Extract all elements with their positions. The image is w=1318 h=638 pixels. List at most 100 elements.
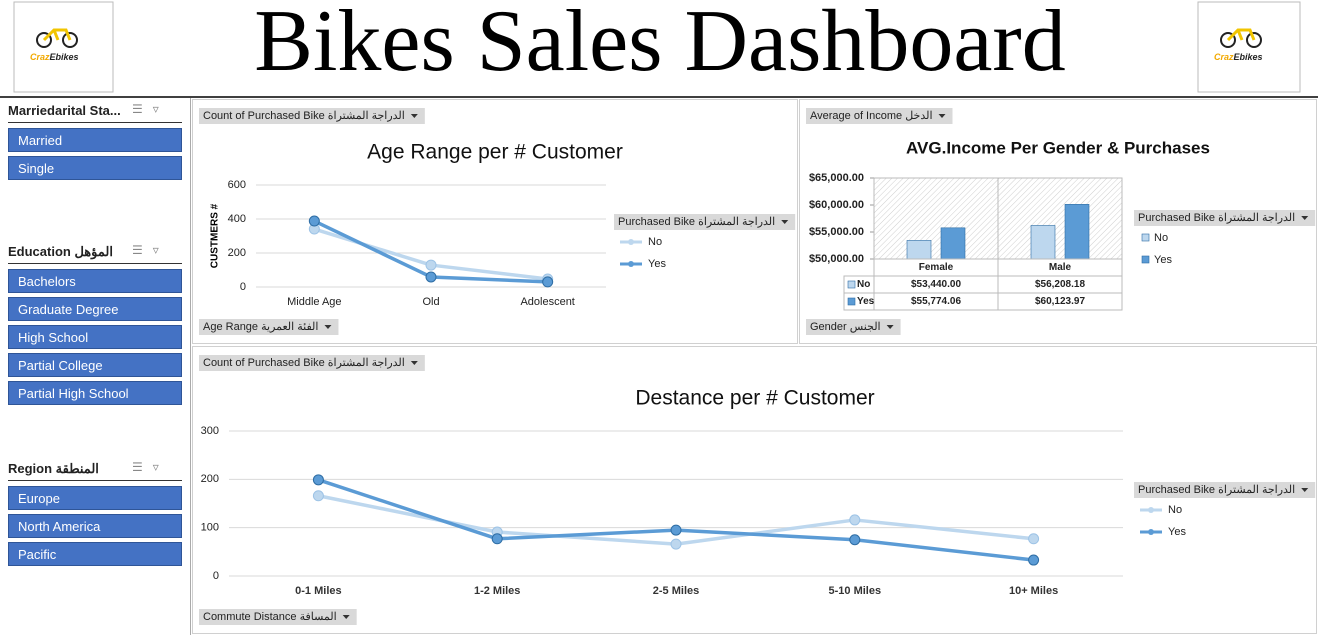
dropdown-arrow[interactable] <box>410 361 418 365</box>
legend-marker <box>628 261 634 267</box>
field-button-label: Purchased Bike الدراجة المشتراة <box>1138 212 1295 224</box>
chart-panel: Age Range per # Customer Count of Purchas… <box>192 99 798 344</box>
chart: Destance per # Customer Count of Purchase… <box>199 355 1316 625</box>
table-key <box>847 280 856 289</box>
table-value: $55,774.06 <box>911 296 961 307</box>
logo-left: CrazEbikes <box>13 1 114 93</box>
y-tick-label: 0 <box>213 570 219 582</box>
slicer-item[interactable]: Partial College <box>8 353 182 377</box>
field-button[interactable]: Count of Purchased Bike الدراجة المشتراة <box>199 355 425 371</box>
wheel <box>1246 32 1262 48</box>
slicer-item[interactable]: Graduate Degree <box>8 297 182 321</box>
dropdown-arrow[interactable] <box>781 220 789 224</box>
field-button-label: Age Range الفئة العمرية <box>203 321 318 333</box>
table-row <box>843 292 1123 311</box>
data-point <box>542 276 554 288</box>
field-button-label: Purchased Bike الدراجة المشتراة <box>1138 484 1295 496</box>
bar <box>906 240 932 260</box>
slicer-item[interactable]: Partial High School <box>8 381 182 405</box>
table-category: Male <box>1049 262 1072 273</box>
x-tick-label: 1-2 Miles <box>474 585 520 597</box>
table-series-name: Yes <box>857 296 875 307</box>
slicer-item[interactable]: Pacific <box>8 542 182 566</box>
slicer-item[interactable]: Bachelors <box>8 269 182 293</box>
dropdown-arrow[interactable] <box>1301 488 1309 492</box>
y-tick-label: 200 <box>228 247 246 259</box>
y-tick-label: 0 <box>240 281 246 293</box>
frame <box>42 28 72 42</box>
chart: Age Range per # Customer Count of Purchas… <box>199 108 796 335</box>
slicer-icons[interactable]: ☰ ▿ <box>132 102 159 116</box>
table-value: $60,123.97 <box>1035 296 1085 307</box>
legend-label: No <box>1168 504 1182 516</box>
logo-right: CrazEbikes <box>1197 1 1301 93</box>
field-button[interactable]: Count of Purchased Bike الدراجة المشتراة <box>199 108 425 124</box>
field-button-label: Average of Income الدخل <box>810 110 933 122</box>
field-button[interactable]: Purchased Bike الدراجة المشتراة <box>1134 482 1316 498</box>
slicer-icons[interactable]: ☰ ▿ <box>132 460 159 474</box>
field-button[interactable]: Purchased Bike الدراجة المشتراة <box>614 214 796 230</box>
slicer-icons[interactable]: ☰ ▿ <box>132 243 159 257</box>
chart-title: AVG.Income Per Gender & Purchases <box>906 138 1210 157</box>
slicer-item[interactable]: Europe <box>8 486 182 510</box>
field-button[interactable]: Age Range الفئة العمرية <box>199 319 339 335</box>
chart-panel: AVG.Income Per Gender & Purchases Average… <box>799 99 1317 344</box>
dropdown-arrow[interactable] <box>886 325 894 329</box>
dropdown-arrow[interactable] <box>938 114 946 118</box>
chart-title: Destance per # Customer <box>635 387 874 410</box>
x-tick-label: Adolescent <box>520 296 574 308</box>
header: CrazEbikes CrazEbikes Bikes Sales Dashbo… <box>0 0 1318 98</box>
slicer-item[interactable]: Married <box>8 128 182 152</box>
y-tick-label: $60,000.00 <box>809 199 864 211</box>
wheel <box>1220 32 1236 48</box>
legend-label: Yes <box>648 258 666 270</box>
data-point <box>312 474 324 486</box>
chart-title: Age Range per # Customer <box>367 141 623 164</box>
data-point <box>425 259 437 271</box>
data-point <box>491 533 503 545</box>
field-button[interactable]: Purchased Bike الدراجة المشتراة <box>1134 210 1316 226</box>
y-tick-label: $65,000.00 <box>809 172 864 184</box>
x-tick-label: 2-5 Miles <box>653 585 699 597</box>
slicer-item[interactable]: North America <box>8 514 182 538</box>
x-tick-label: 0-1 Miles <box>295 585 341 597</box>
field-button-bg <box>199 108 425 124</box>
data-point <box>670 524 682 536</box>
field-button[interactable]: Average of Income الدخل <box>806 108 953 124</box>
legend-marker <box>1148 529 1154 535</box>
wheel <box>36 32 52 48</box>
field-button[interactable]: Commute Distance المسافة <box>199 609 357 625</box>
data-point <box>849 514 861 526</box>
table-series-name: No <box>857 279 870 290</box>
dashboard-title: Bikes Sales Dashboard <box>254 0 1065 90</box>
dropdown-arrow[interactable] <box>1301 216 1309 220</box>
x-tick-label: Middle Age <box>287 296 341 308</box>
y-axis-label: CUSTMERS # <box>210 203 221 268</box>
legend-label: No <box>648 236 662 248</box>
chart-panel: Destance per # Customer Count of Purchase… <box>192 346 1317 634</box>
frame <box>1226 28 1256 42</box>
series-line <box>318 494 1034 546</box>
field-button-label: Commute Distance المسافة <box>203 611 337 623</box>
slicer-title: Marriedarital Sta... <box>8 103 121 118</box>
field-button-bg <box>199 355 425 371</box>
y-tick-label: 200 <box>201 473 219 485</box>
field-button[interactable]: Gender الجنس <box>806 319 901 335</box>
y-tick-label: 300 <box>201 425 219 437</box>
logo-text: CrazEbikes <box>1214 52 1263 62</box>
logo-part: Ebikes <box>1234 52 1263 62</box>
field-button-bg <box>199 319 339 335</box>
field-button-label: Count of Purchased Bike الدراجة المشتراة <box>203 110 405 122</box>
logo-part: Ebikes <box>50 52 79 62</box>
field-button-label: Gender الجنس <box>810 321 881 333</box>
slicer-rule <box>8 263 182 264</box>
dropdown-arrow[interactable] <box>324 325 332 329</box>
slicer-item[interactable]: High School <box>8 325 182 349</box>
dropdown-arrow[interactable] <box>342 615 350 619</box>
y-tick-label: 600 <box>228 179 246 191</box>
dropdown-arrow[interactable] <box>410 114 418 118</box>
x-tick-label: 10+ Miles <box>1009 585 1058 597</box>
slicer-pane: Marriedarital Sta... ☰ ▿ Married Single Educ… <box>0 98 191 635</box>
slicer-item[interactable]: Single <box>8 156 182 180</box>
